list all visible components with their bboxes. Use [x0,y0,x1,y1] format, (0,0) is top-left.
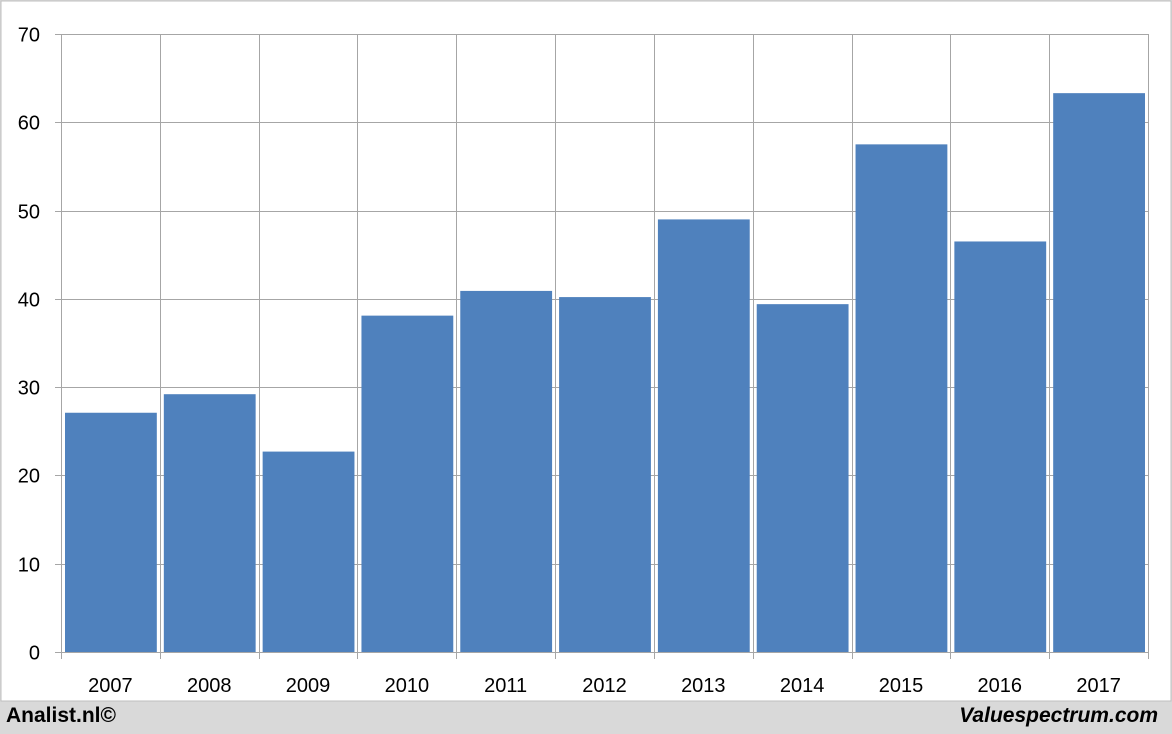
y-tick-label: 70 [18,25,40,47]
grid-lines [55,34,1149,659]
x-tick-label: 2011 [484,675,527,697]
x-tick-label: 2008 [187,675,232,697]
y-tick-label: 40 [18,290,40,312]
bar-2010 [361,315,454,652]
x-tick-label: 2016 [978,675,1023,697]
x-tick-label: 2013 [681,675,726,697]
x-tick-label: 2009 [286,675,331,697]
x-tick-label: 2010 [385,675,430,697]
footer-source-label: Analist.nl© [6,704,116,727]
x-tick-label: 2007 [88,675,133,697]
x-tick-label: 2017 [1076,675,1121,697]
y-axis-ticks: 0 10 20 30 40 50 60 70 [18,25,40,665]
bar-2015 [855,144,948,652]
y-tick-label: 30 [18,378,40,400]
bar-2017 [1053,93,1145,652]
bar-2016 [954,241,1047,652]
bar-2012 [559,297,651,652]
footer-brand-label: Valuespectrum.com [959,704,1158,727]
bar-2013 [657,219,750,652]
y-tick-label: 10 [18,555,40,577]
bars [65,93,1145,652]
y-tick-label: 20 [18,466,40,488]
bar-2007 [65,412,157,652]
bar-2014 [756,304,849,652]
bar-2009 [262,451,355,652]
x-tick-label: 2012 [582,675,627,697]
bar-2008 [163,394,256,652]
x-tick-label: 2014 [780,675,825,697]
x-tick-label: 2015 [879,675,924,697]
y-tick-label: 0 [29,643,40,665]
bar-2011 [460,290,553,652]
x-axis-ticks: 2007 2008 2009 2010 2011 2012 2013 2014 2015 2016… [88,675,1121,697]
y-tick-label: 50 [18,202,40,224]
y-tick-label: 60 [18,113,40,135]
